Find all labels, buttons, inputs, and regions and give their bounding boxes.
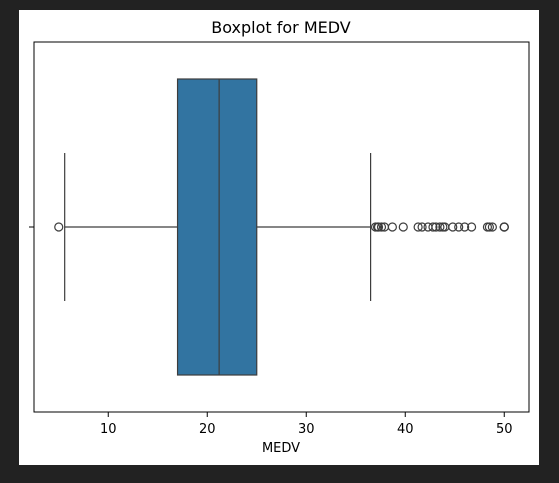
outlier-point [499, 222, 509, 232]
chart-figure: Boxplot for MEDV 10 20 30 40 50 MEDV [19, 10, 539, 465]
outlier-point [54, 222, 64, 232]
outlier-point [428, 222, 438, 232]
iqr-box [176, 78, 258, 376]
outlier-point [398, 222, 408, 232]
x-axis-ticks: 10 20 30 40 50 [29, 226, 513, 437]
x-tick-label: 50 [496, 422, 513, 437]
outlier-point [435, 222, 445, 232]
outlier-point [376, 222, 387, 232]
plot-area [54, 78, 509, 376]
boxplot-chart: Boxplot for MEDV 10 20 30 40 50 MEDV [29, 18, 530, 456]
x-tick-label: 30 [298, 422, 315, 437]
outlier-point [387, 222, 397, 232]
outlier-point [466, 222, 477, 232]
outlier-point [487, 222, 497, 232]
outlier-point [417, 222, 427, 232]
x-tick-label: 40 [397, 422, 414, 437]
outlier-point [373, 222, 384, 232]
outlier-point [460, 222, 470, 232]
outlier-point [448, 222, 458, 232]
outlier-point [454, 222, 464, 232]
x-tick-label: 10 [100, 422, 117, 437]
outlier-point [431, 222, 441, 232]
x-axis-label: MEDV [262, 441, 300, 456]
chart-title: Boxplot for MEDV [211, 18, 351, 37]
outlier-point [413, 222, 423, 232]
outlier-point [484, 222, 494, 232]
x-tick-label: 20 [199, 422, 216, 437]
